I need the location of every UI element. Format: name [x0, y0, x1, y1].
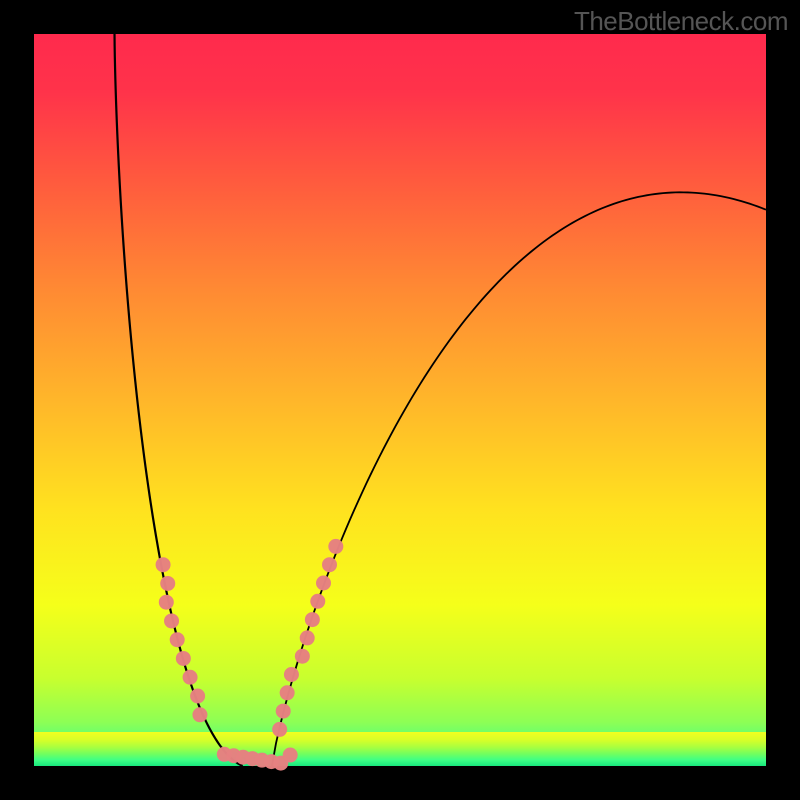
- data-marker: [305, 612, 320, 627]
- data-marker: [316, 576, 331, 591]
- data-marker: [276, 704, 291, 719]
- data-marker: [322, 557, 337, 572]
- data-marker: [159, 595, 174, 610]
- data-marker: [295, 649, 310, 664]
- data-marker: [283, 748, 298, 763]
- curve-layer: [0, 0, 800, 800]
- data-marker: [192, 707, 207, 722]
- data-marker: [190, 689, 205, 704]
- data-marker: [160, 576, 175, 591]
- data-marker: [170, 632, 185, 647]
- chart-container: TheBottleneck.com: [0, 0, 800, 800]
- data-marker: [328, 539, 343, 554]
- data-marker: [183, 670, 198, 685]
- data-marker: [164, 613, 179, 628]
- data-marker: [156, 557, 171, 572]
- curve-path: [272, 192, 766, 766]
- data-marker: [280, 685, 295, 700]
- data-marker: [300, 630, 315, 645]
- data-marker: [284, 667, 299, 682]
- watermark-text: TheBottleneck.com: [574, 6, 788, 37]
- data-marker: [272, 722, 287, 737]
- data-marker: [176, 651, 191, 666]
- data-marker: [310, 594, 325, 609]
